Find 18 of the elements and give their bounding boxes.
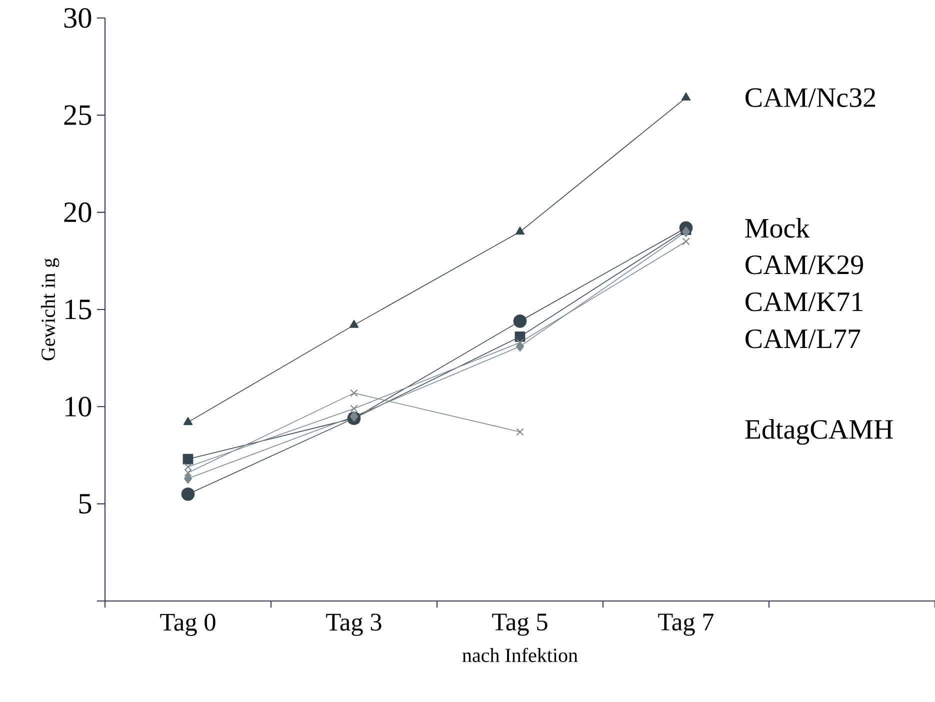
y-tick-label: 30 — [64, 8, 92, 28]
y-tick-label: 10 — [66, 396, 92, 417]
x-axis-title: nach Infektion — [462, 648, 578, 662]
text: CAM/L77 — [746, 329, 860, 348]
series-label: CAM/Nc32 — [746, 88, 876, 108]
text: EdtagCAMH — [745, 419, 893, 445]
y-tick-label: 15 — [66, 300, 92, 320]
series-label: Mock — [745, 218, 810, 238]
text: CAM/K71 — [746, 292, 862, 312]
y-tick-label: 20 — [64, 202, 92, 222]
y-axis-title: Gewicht in g — [40, 258, 60, 360]
x-tick-label: Tag 3 — [326, 614, 382, 636]
text: CAM/K29 — [746, 255, 864, 274]
x-tick-label: Tag 5 — [492, 614, 548, 636]
x-tick-label: Tag 7 — [658, 614, 714, 636]
y-tick-label: 5 — [79, 494, 92, 514]
y-tick-label: 25 — [64, 105, 92, 126]
x-tick-label: Tag 0 — [160, 614, 216, 636]
